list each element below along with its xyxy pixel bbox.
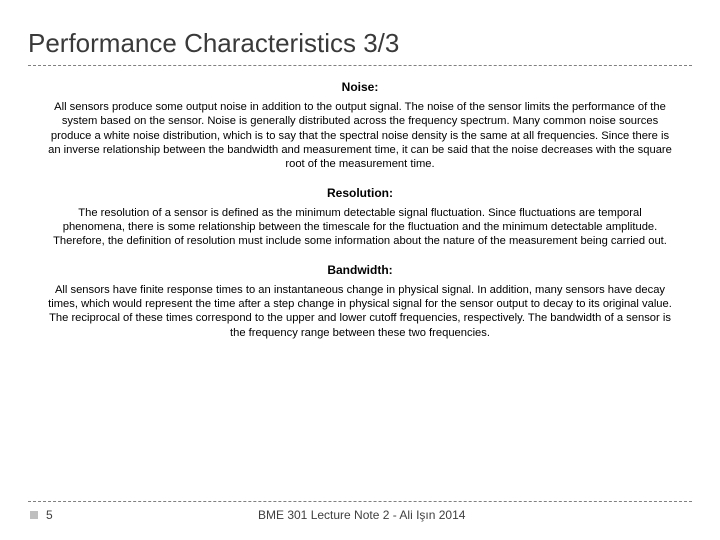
heading-resolution: Resolution: — [28, 186, 692, 200]
footer-note: BME 301 Lecture Note 2 - Ali Işın 2014 — [258, 508, 692, 522]
heading-bandwidth: Bandwidth: — [28, 263, 692, 277]
section-noise: Noise: All sensors produce some output n… — [28, 80, 692, 172]
footer-divider — [28, 501, 692, 502]
heading-noise: Noise: — [28, 80, 692, 94]
body-noise: All sensors produce some output noise in… — [28, 100, 692, 172]
page-number-wrap: 5 — [28, 508, 228, 522]
page-bullet-icon — [30, 511, 38, 519]
title-divider — [28, 65, 692, 66]
section-bandwidth: Bandwidth: All sensors have finite respo… — [28, 263, 692, 340]
footer: 5 BME 301 Lecture Note 2 - Ali Işın 2014 — [0, 501, 720, 522]
section-resolution: Resolution: The resolution of a sensor i… — [28, 186, 692, 249]
page-number: 5 — [46, 508, 53, 522]
footer-row: 5 BME 301 Lecture Note 2 - Ali Işın 2014 — [28, 508, 692, 522]
body-resolution: The resolution of a sensor is defined as… — [28, 206, 692, 249]
slide-container: Performance Characteristics 3/3 Noise: A… — [0, 0, 720, 540]
body-bandwidth: All sensors have finite response times t… — [28, 283, 692, 340]
slide-title: Performance Characteristics 3/3 — [28, 28, 692, 59]
